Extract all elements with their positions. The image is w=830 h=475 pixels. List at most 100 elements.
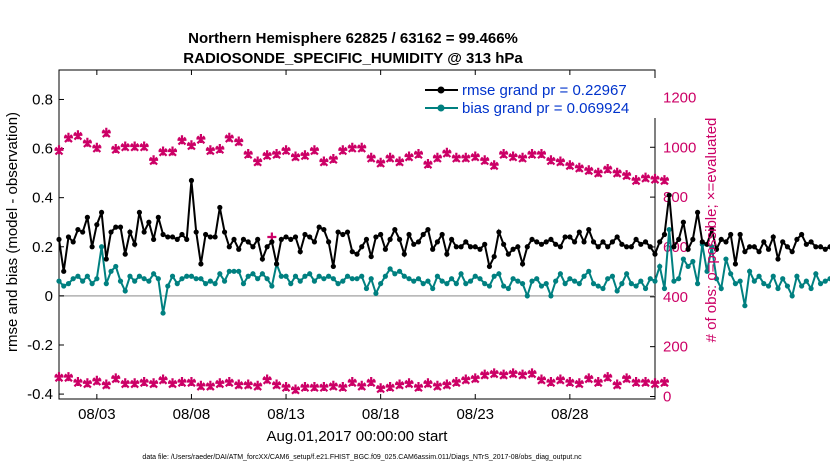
obs-evaluated-marker (310, 146, 319, 156)
bias-point (505, 285, 511, 292)
rmse-point (548, 236, 554, 243)
obs-evaluated-marker (111, 374, 121, 384)
obs-evaluated-marker (660, 378, 669, 388)
bias-point (789, 293, 795, 299)
bias-point (685, 263, 691, 270)
obs-evaluated-marker (470, 152, 480, 162)
obs-evaluated-marker (158, 147, 168, 157)
rmse-point (609, 239, 616, 245)
obs-evaluated-marker (149, 156, 158, 166)
rmse-point (151, 236, 157, 243)
legend-rmse-label: rmse grand pr = 0.22967 (462, 82, 627, 99)
obs-evaluated-marker (234, 381, 244, 390)
rmse-point (273, 261, 280, 267)
bias-point (335, 281, 341, 287)
bias-point (713, 276, 720, 282)
obs-evaluated-marker (433, 382, 442, 391)
bias-point (728, 271, 734, 277)
bias-point (605, 276, 611, 282)
obs-evaluated-marker (92, 144, 102, 153)
bias-point (780, 276, 786, 282)
y2-tick-label: 800 (663, 189, 688, 206)
bias-point (491, 273, 497, 279)
obs-evaluated-marker (622, 374, 631, 384)
bias-point (600, 285, 606, 292)
rmse-point (245, 239, 251, 245)
obs-evaluated-marker (442, 149, 452, 158)
bias-point (657, 263, 663, 270)
x-tick-label: 08/18 (362, 406, 400, 423)
rmse-point (378, 231, 384, 238)
obs-evaluated-marker (187, 141, 196, 151)
obs-evaluated-marker (54, 146, 64, 156)
obs-evaluated-marker (414, 383, 423, 393)
obs-evaluated-marker (385, 383, 395, 393)
obs-evaluated-marker (593, 169, 603, 178)
obs-evaluated-marker (631, 378, 641, 388)
obs-evaluated-marker (556, 376, 565, 385)
bias-point (311, 278, 318, 284)
y-tick-label: 0 (45, 288, 53, 305)
obs-evaluated-marker (650, 379, 660, 389)
bias-point (723, 256, 729, 262)
bias-point (56, 278, 62, 284)
obs-evaluated-marker (83, 379, 92, 389)
rmse-point (396, 236, 403, 243)
bias-point (122, 288, 128, 294)
bias-point (619, 281, 625, 287)
y2-tick-label: 1000 (663, 139, 696, 156)
bias-point (75, 273, 81, 279)
x-axis-label: Aug.01,2017 00:00:00 start (267, 428, 449, 445)
bias-point (567, 276, 573, 282)
rmse-point (179, 231, 185, 238)
bias-point (671, 278, 677, 284)
rmse-point (259, 256, 265, 262)
rmse-point (65, 234, 72, 240)
bias-point (80, 278, 86, 284)
bias-point (628, 281, 634, 287)
rmse-point (335, 229, 341, 235)
bias-point (477, 276, 483, 282)
bias-point (269, 283, 275, 289)
bias-point (174, 281, 180, 287)
rmse-point (368, 253, 374, 260)
obs-evaluated-marker (489, 161, 499, 171)
bias-point (193, 276, 199, 282)
bias-point (642, 285, 649, 292)
rmse-point (80, 229, 86, 235)
bias-point (340, 278, 346, 284)
obs-evaluated-marker (291, 152, 300, 162)
bias-point (827, 276, 830, 282)
rmse-point (56, 236, 62, 243)
obs-evaluated-marker (556, 157, 565, 167)
obs-evaluated-marker (508, 152, 518, 162)
bias-point (387, 266, 393, 272)
rmse-point (666, 192, 672, 198)
bias-point (316, 273, 322, 279)
obs-evaluated-marker (546, 156, 556, 166)
rmse-point (619, 241, 625, 247)
bias-point (647, 276, 653, 282)
bias-point (70, 276, 76, 282)
rmse-point (382, 246, 388, 252)
obs-evaluated-marker (376, 384, 385, 394)
obs-evaluated-marker (262, 151, 272, 161)
bias-point (718, 285, 724, 292)
bias-point (236, 268, 242, 274)
bias-point (751, 278, 757, 284)
obs-evaluated-marker (631, 176, 641, 186)
rmse-point (330, 263, 336, 270)
obs-evaluated-marker (73, 131, 83, 141)
bias-point (136, 273, 143, 279)
rmse-point (808, 239, 814, 245)
bias-point (794, 273, 800, 279)
rmse-point (496, 229, 502, 235)
rmse-point (789, 249, 795, 255)
bias-point (808, 285, 814, 292)
obs-evaluated-marker (262, 376, 272, 385)
rmse-point (491, 253, 497, 260)
obs-evaluated-marker (575, 164, 584, 173)
obs-evaluated-marker (206, 382, 215, 391)
rmse-point (302, 231, 308, 238)
rmse-point (136, 209, 143, 216)
